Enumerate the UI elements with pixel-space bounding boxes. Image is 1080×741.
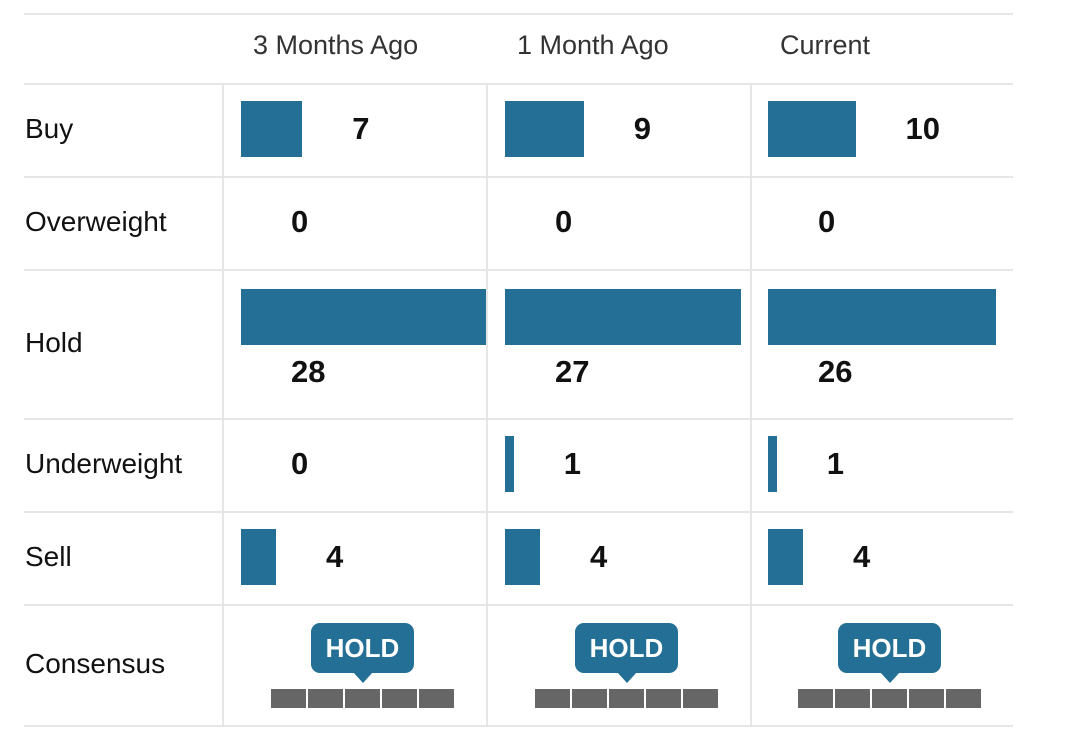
value-underweight-current: 1 xyxy=(826,445,844,481)
gauge-segment xyxy=(572,689,607,708)
bar-underweight-1-month-ago xyxy=(505,435,514,492)
bar-sell-1-month-ago xyxy=(505,528,540,585)
value-hold-current: 26 xyxy=(818,354,853,389)
value-underweight-3-months-ago: 0 xyxy=(291,445,309,481)
consensus-gauge-1-month-ago xyxy=(535,689,718,708)
grid-line-v xyxy=(222,84,224,726)
row-label-sell: Sell xyxy=(25,540,72,572)
gauge-segment xyxy=(683,689,718,708)
grid-line-h xyxy=(24,13,1013,15)
bar-buy-1-month-ago xyxy=(505,100,584,157)
grid-line-h xyxy=(24,511,1013,513)
gauge-segment xyxy=(345,689,380,708)
row-label-consensus: Consensus xyxy=(25,648,166,679)
gauge-segment xyxy=(872,689,907,708)
value-buy-1-month-ago: 9 xyxy=(633,110,651,146)
value-buy-current: 10 xyxy=(905,110,940,146)
grid-line-h xyxy=(24,269,1013,271)
gauge-segment xyxy=(909,689,944,708)
row-label-overweight: Overweight xyxy=(25,205,167,237)
value-overweight-1-month-ago: 0 xyxy=(555,203,573,239)
consensus-badge-3-months-ago: HOLD xyxy=(311,623,414,683)
value-hold-1-month-ago: 27 xyxy=(555,354,590,389)
value-overweight-current: 0 xyxy=(818,203,836,239)
grid-line-h xyxy=(24,418,1013,420)
row-label-hold: Hold xyxy=(25,326,83,358)
consensus-gauge-3-months-ago xyxy=(271,689,454,708)
row-label-buy: Buy xyxy=(25,112,74,144)
gauge-segment xyxy=(382,689,417,708)
bar-hold-current xyxy=(768,289,996,345)
bar-hold-1-month-ago xyxy=(505,289,742,345)
grid-line-h xyxy=(24,725,1013,727)
bar-buy-current xyxy=(768,100,856,157)
gauge-segment xyxy=(835,689,870,708)
gauge-segment xyxy=(535,689,570,708)
consensus-badge-current: HOLD xyxy=(838,623,941,683)
gauge-segment xyxy=(798,689,833,708)
consensus-badge-1-month-ago: HOLD xyxy=(575,623,678,683)
grid-line-h xyxy=(24,604,1013,606)
gauge-segment xyxy=(271,689,306,708)
value-sell-1-month-ago: 4 xyxy=(590,538,608,574)
value-sell-3-months-ago: 4 xyxy=(326,538,344,574)
gauge-segment xyxy=(946,689,981,708)
gauge-segment xyxy=(419,689,454,708)
value-buy-3-months-ago: 7 xyxy=(352,110,370,146)
value-underweight-1-month-ago: 1 xyxy=(563,445,581,481)
grid-line-v xyxy=(486,84,488,726)
value-hold-3-months-ago: 28 xyxy=(291,354,326,389)
gauge-segment xyxy=(646,689,681,708)
value-overweight-3-months-ago: 0 xyxy=(291,203,309,239)
value-sell-current: 4 xyxy=(853,538,871,574)
gauge-segment xyxy=(308,689,343,708)
bar-hold-3-months-ago xyxy=(241,289,486,345)
bar-buy-3-months-ago xyxy=(241,100,303,157)
column-header-current: Current xyxy=(780,30,871,60)
column-header-1-month-ago: 1 Month Ago xyxy=(517,30,669,60)
grid-line-h xyxy=(24,83,1013,85)
bar-underweight-current xyxy=(768,435,777,492)
column-header-3-months-ago: 3 Months Ago xyxy=(253,30,419,60)
grid-line-v xyxy=(750,84,752,726)
row-label-underweight: Underweight xyxy=(25,447,183,479)
consensus-gauge-current xyxy=(798,689,981,708)
bar-sell-3-months-ago xyxy=(241,528,276,585)
bar-sell-current xyxy=(768,528,803,585)
gauge-segment xyxy=(609,689,644,708)
grid-line-h xyxy=(24,176,1013,178)
